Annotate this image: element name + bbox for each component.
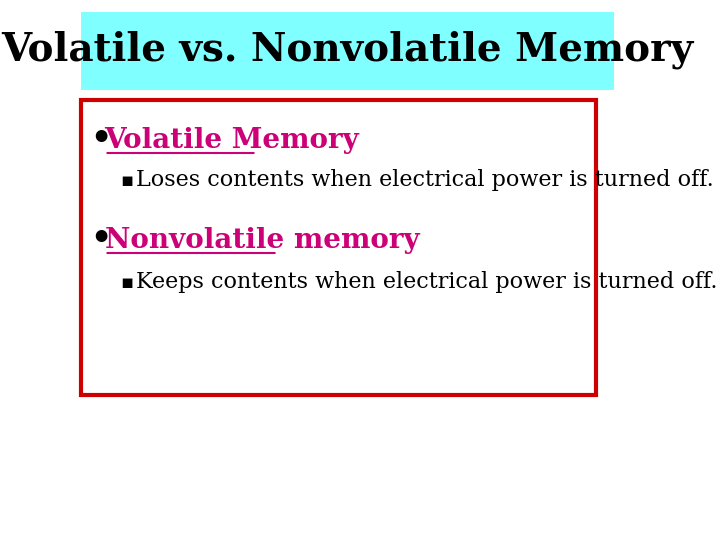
Text: Keeps contents when electrical power is turned off.: Keeps contents when electrical power is … <box>135 271 717 293</box>
Text: •: • <box>91 224 112 256</box>
Text: Nonvolatile memory: Nonvolatile memory <box>104 226 419 253</box>
Text: Volatile vs. Nonvolatile Memory: Volatile vs. Nonvolatile Memory <box>1 31 694 69</box>
Text: ▪: ▪ <box>120 273 133 292</box>
FancyBboxPatch shape <box>81 12 614 90</box>
Text: ▪: ▪ <box>120 171 133 190</box>
Text: Loses contents when electrical power is turned off.: Loses contents when electrical power is … <box>135 169 714 191</box>
FancyBboxPatch shape <box>81 100 595 395</box>
Text: •: • <box>91 124 112 157</box>
Text: Volatile Memory: Volatile Memory <box>104 126 359 153</box>
